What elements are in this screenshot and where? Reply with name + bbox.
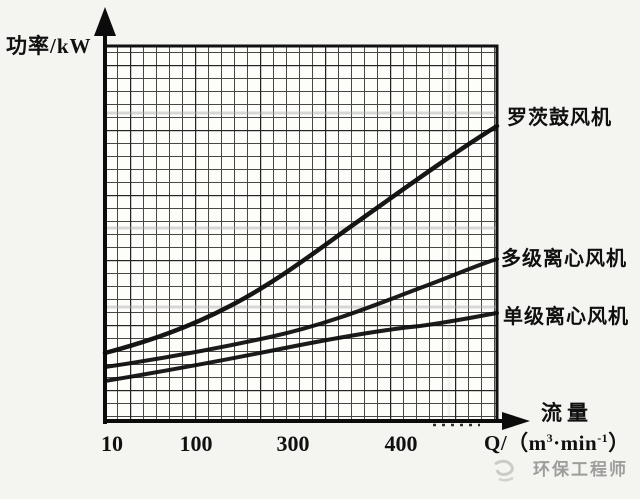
x-tick-400: 400 — [384, 431, 418, 456]
x-axis-arrowhead-icon — [502, 412, 530, 430]
singlestage-centrifugal-curve-label: 单级离心风机 — [503, 306, 629, 328]
x-axis-unit-suffix: ） — [608, 431, 630, 455]
x-axis-unit-mid: ·min — [553, 431, 598, 455]
x-axis-unit-prefix: Q/（m — [484, 431, 547, 455]
x-axis-unit: Q/（m3·min-1） — [484, 432, 630, 454]
watermark-text: 环保工程师 — [533, 460, 628, 479]
scan-artifact-streaks — [106, 47, 496, 420]
roots-blower-curve-label: 罗茨鼓风机 — [507, 107, 612, 129]
watermark-logo-icon — [494, 459, 514, 482]
x-tick-100: 100 — [179, 431, 213, 456]
y-axis-label: 功率/kW — [6, 34, 92, 58]
x-axis-unit-exponent-inverse: -1 — [597, 431, 609, 445]
x-axis-label: 流量 — [541, 401, 593, 425]
singlestage-centrifugal-curve — [103, 311, 499, 383]
multistage-centrifugal-curve-label: 多级离心风机 — [501, 248, 627, 270]
y-axis-arrowhead-icon — [94, 7, 116, 36]
x-tick-10: 10 — [101, 431, 123, 456]
roots-blower-curve — [102, 123, 500, 356]
multistage-centrifugal-curve — [103, 257, 499, 369]
grid-major-lines — [105, 46, 497, 421]
x-tick-300: 300 — [276, 431, 310, 456]
x-axis-unit-exponent-cubed: 3 — [546, 431, 554, 445]
